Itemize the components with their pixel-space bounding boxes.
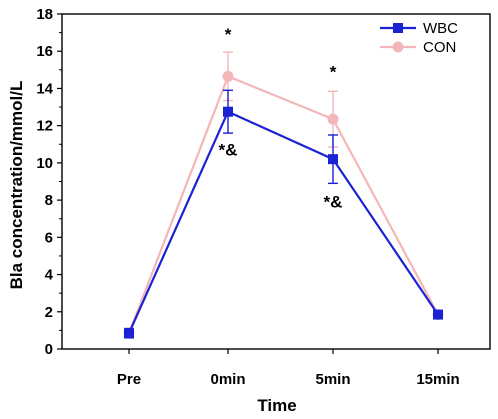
data-point — [124, 328, 134, 339]
legend-label: WBC — [423, 20, 458, 37]
y-tick-label: 2 — [45, 304, 53, 321]
significance-marker: * — [330, 62, 337, 81]
data-point — [327, 113, 339, 125]
y-ticks: 0 2 4 6 8 10 12 14 16 18 — [36, 6, 62, 358]
x-tick-label: 5min — [315, 371, 350, 388]
legend-label: CON — [423, 39, 456, 56]
annotations: * *& * *& — [219, 25, 343, 212]
series-wbc — [124, 89, 443, 339]
legend-item-wbc: WBC — [380, 20, 458, 37]
data-point — [328, 154, 338, 165]
legend-marker — [393, 23, 403, 33]
data-point — [222, 70, 234, 82]
y-axis-title: Bla concentration/mmol/L — [7, 81, 26, 290]
significance-marker: *& — [219, 140, 238, 159]
x-tick-label: 0min — [210, 371, 245, 388]
legend-item-con: CON — [380, 39, 456, 56]
legend-marker — [392, 41, 404, 53]
y-tick-label: 18 — [36, 6, 53, 23]
y-tick-label: 0 — [45, 341, 53, 358]
y-tick-label: 4 — [45, 267, 54, 284]
y-tick-label: 12 — [36, 118, 53, 135]
y-tick-label: 6 — [45, 229, 53, 246]
x-tick-label: 15min — [416, 371, 459, 388]
data-point — [433, 309, 443, 320]
series-line — [127, 110, 439, 334]
y-tick-label: 10 — [36, 155, 53, 172]
x-ticks: Pre 0min 5min 15min — [117, 349, 460, 388]
axes — [61, 13, 491, 350]
significance-marker: *& — [324, 193, 343, 212]
y-tick-label: 14 — [36, 80, 53, 97]
legend: WBC CON — [380, 20, 458, 56]
x-axis-title: Time — [257, 396, 296, 415]
series-con — [123, 51, 444, 339]
y-tick-label: 16 — [36, 43, 53, 60]
series-layer — [123, 51, 444, 339]
x-tick-label: Pre — [117, 371, 141, 388]
y-tick-label: 8 — [45, 192, 53, 209]
series-line — [127, 74, 439, 334]
significance-marker: * — [225, 25, 232, 44]
data-point — [223, 106, 233, 117]
plot-frame — [61, 13, 491, 350]
